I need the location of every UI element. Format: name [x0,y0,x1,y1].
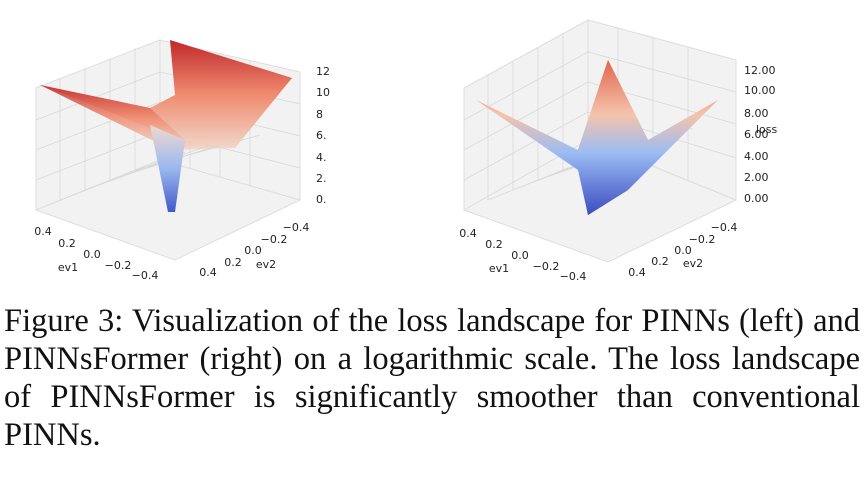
axis-label: ev1 [58,261,78,274]
left-plot [34,39,302,261]
ev1-tick-label: 0.2 [485,238,503,251]
right-plot [462,19,738,263]
surface [578,60,648,215]
loss-tick-label: 8.00 [744,107,769,120]
ev1-tick-label: 0.0 [83,248,101,261]
ev2-tick-label: 0.2 [224,256,242,269]
loss-tick-label: 12 [316,65,330,78]
surface [40,85,235,150]
ev2-tick-label: 0.4 [628,266,646,279]
axis-label: loss [756,123,778,136]
ev1-tick-label: 0.4 [459,227,477,240]
axis-label: ev2 [256,258,276,271]
loss-tick-label: 0. [316,193,327,206]
axis-label: ev1 [489,262,509,275]
ev2-tick-label: 0.2 [651,255,669,268]
ev2-tick-label: 0.0 [244,244,262,257]
loss-tick-label: 0.00 [744,192,769,205]
surface-dip [150,125,185,212]
loss-tick-label: 4. [316,151,327,164]
caption: Figure 3: Visualization of the loss land… [4,302,860,454]
ev1-tick-label: 0.0 [511,249,529,262]
ev1-tick-label: −0.2 [533,260,560,273]
ev2-tick-label: −0.4 [711,221,738,234]
loss-tick-label: 10 [316,86,330,99]
loss-tick-label: 8 [316,108,323,121]
loss-tick-label: 6. [316,129,327,142]
ev1-tick-label: 0.2 [58,237,76,250]
caption-text: Visualization of the loss landscape for … [4,303,861,453]
ev1-tick-label: 0.4 [34,225,52,238]
caption-label: Figure 3: [4,303,124,339]
axis-label: ev2 [683,257,703,270]
loss-tick-label: 12.00 [744,64,776,77]
figure: 0.40.20.0−0.2−0.4−0.4−0.20.00.20.4121086… [34,19,778,283]
loss-tick-label: 4.00 [744,150,769,163]
ev1-tick-label: −0.4 [560,270,587,283]
ev2-tick-label: 0.0 [674,244,692,257]
loss-tick-label: 10.00 [744,84,776,97]
loss-tick-label: 6.00 [744,128,769,141]
ev1-tick-label: −0.2 [105,259,132,272]
ev2-tick-label: 0.4 [199,266,217,279]
ev2-tick-label: −0.2 [261,233,288,246]
loss-tick-label: 2. [316,172,327,185]
ev2-tick-label: −0.4 [283,221,310,234]
surface [40,40,292,148]
ev2-tick-label: −0.2 [689,233,716,246]
loss-tick-label: 2.00 [744,171,769,184]
ev1-tick-label: −0.4 [132,269,159,282]
